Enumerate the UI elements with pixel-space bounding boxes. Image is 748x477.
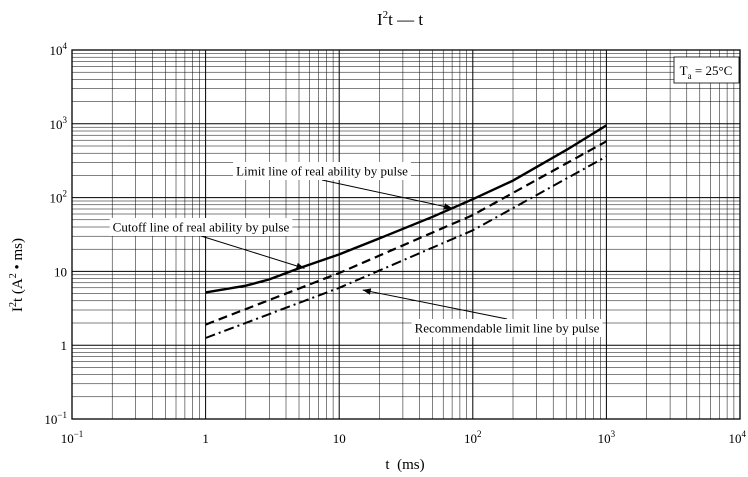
annotation-cutoff-leader bbox=[200, 235, 305, 269]
series-limit-line bbox=[205, 124, 608, 294]
annotation-limit-arrow bbox=[443, 203, 453, 210]
series-cutoff-line bbox=[205, 140, 607, 326]
y-tick-label: 10−1 bbox=[44, 410, 67, 427]
x-tick-label: 102 bbox=[464, 429, 482, 446]
annotation-limit: Limit line of real ability by pulse bbox=[233, 162, 453, 210]
y-tick-label: 104 bbox=[50, 41, 68, 58]
series-recommend-line bbox=[205, 155, 607, 339]
grid bbox=[71, 49, 741, 420]
y-tick-label: 1 bbox=[61, 338, 68, 353]
annotation-cutoff: Cutoff line of real ability by pulse bbox=[109, 218, 305, 269]
annotation-cutoff-arrow bbox=[295, 262, 305, 269]
x-tick-label: 10−1 bbox=[61, 429, 84, 446]
annotation-limit-label: Limit line of real ability by pulse bbox=[236, 164, 408, 179]
x-tick-label: 104 bbox=[729, 429, 747, 446]
x-tick-label: 10 bbox=[333, 431, 346, 446]
annotation-limit-leader bbox=[321, 179, 453, 209]
annotations: Limit line of real ability by pulse Cutof… bbox=[109, 162, 603, 337]
chart-title-sup: 2 bbox=[383, 9, 389, 21]
annotation-recommend-label: Recommendable limit line by pulse bbox=[415, 321, 600, 336]
plot-frame bbox=[71, 49, 741, 420]
series-lines bbox=[205, 124, 608, 339]
y-tick-label: 10 bbox=[54, 264, 67, 279]
y-axis-label: I2t (A2 • ms) bbox=[8, 238, 26, 312]
x-tick-label: 1 bbox=[202, 431, 209, 446]
annotation-recommend-arrow bbox=[362, 288, 372, 295]
chart-title: I2t — t bbox=[377, 9, 423, 29]
condition-text: Ta = 25°C bbox=[680, 63, 733, 81]
annotation-cutoff-label: Cutoff line of real ability by pulse bbox=[113, 220, 290, 235]
y-tick-label: 103 bbox=[50, 115, 68, 132]
x-axis-label: t (ms) bbox=[385, 457, 424, 473]
annotation-recommend-leader bbox=[362, 289, 508, 320]
annotation-recommend: Recommendable limit line by pulse bbox=[362, 288, 603, 337]
condition-box: Ta = 25°C bbox=[673, 56, 740, 84]
tick-labels: 10−1 1 10 102 103 104 10−1 1 10 102 103 104 bbox=[44, 41, 746, 446]
y-tick-label: 102 bbox=[50, 189, 68, 206]
x-tick-label: 103 bbox=[598, 429, 616, 446]
